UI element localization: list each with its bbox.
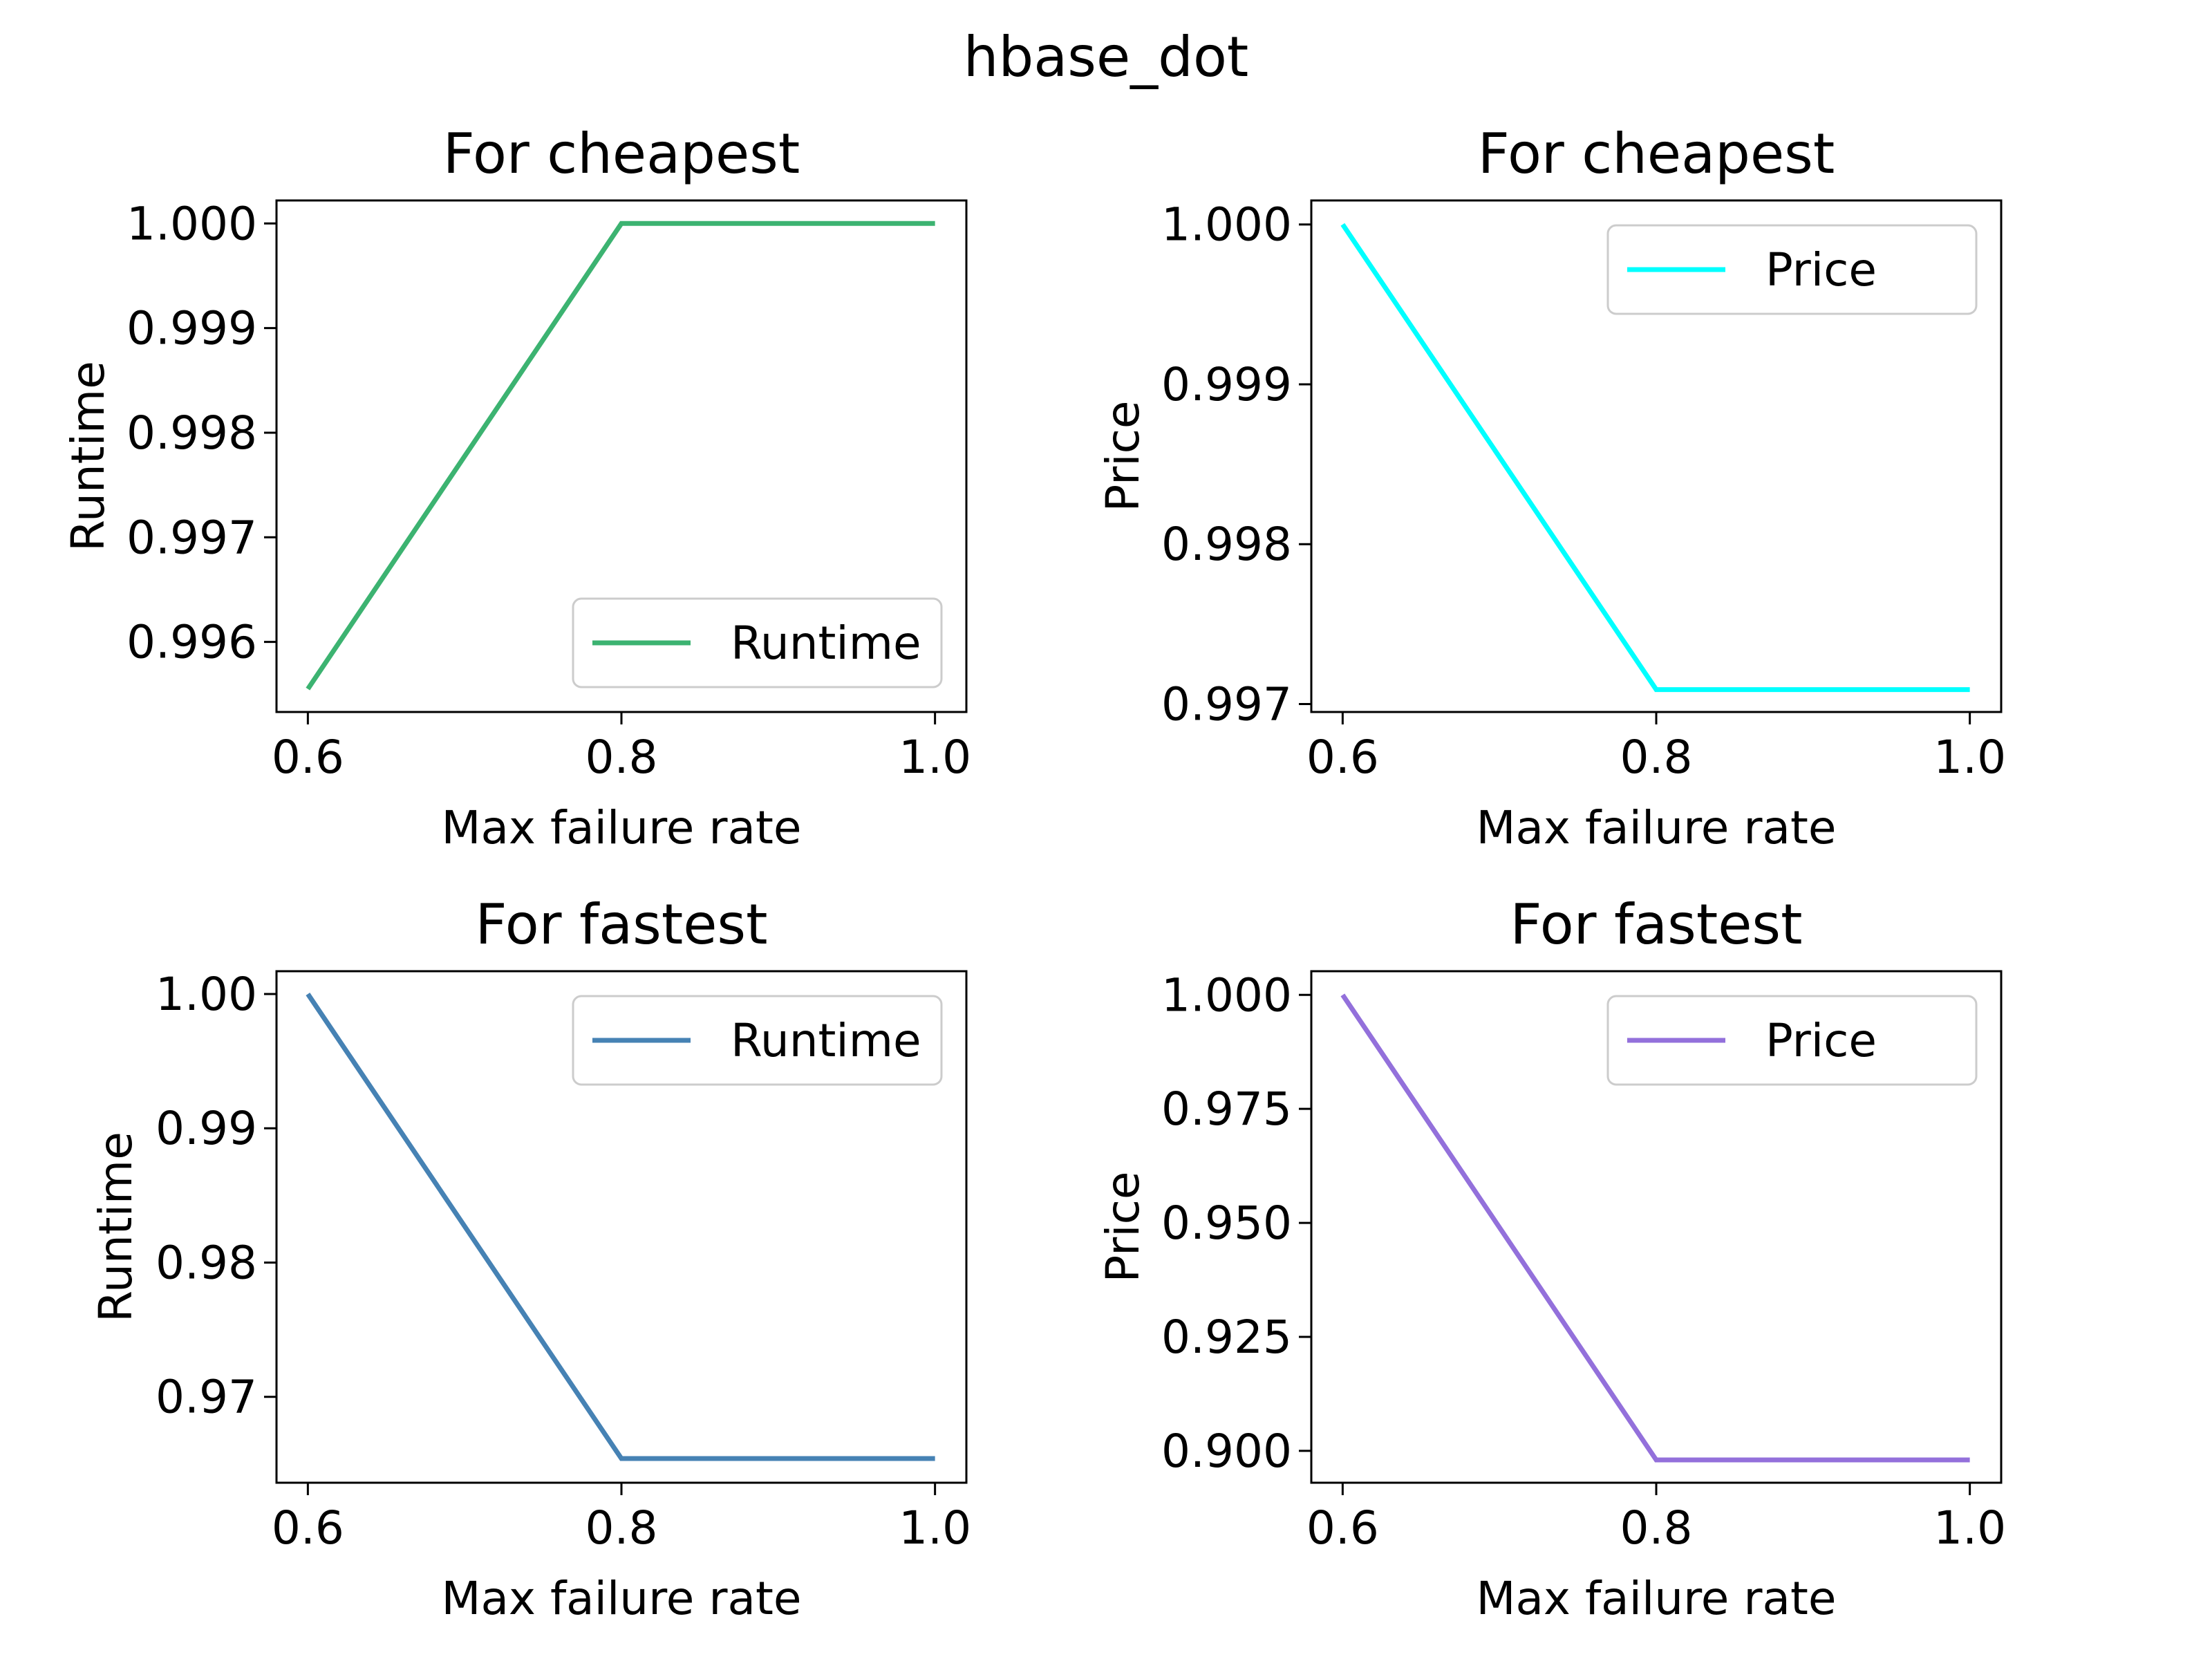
y-tick-label: 1.000 (1161, 968, 1292, 1022)
series-line (1340, 223, 1970, 693)
legend-label: Runtime (731, 1014, 921, 1067)
legend-box (572, 995, 943, 1086)
y-tick-label: 0.999 (1161, 358, 1292, 411)
x-tick-label: 0.8 (1620, 731, 1693, 784)
x-tick-label: 0.8 (585, 731, 658, 784)
y-tick-label: 0.996 (126, 616, 257, 669)
legend: Price (1606, 224, 1978, 315)
y-tick-label: 1.000 (1161, 198, 1292, 252)
y-tick-label: 0.950 (1161, 1197, 1292, 1250)
y-axis-label: Price (1096, 400, 1150, 512)
y-tick-label: 0.97 (156, 1371, 257, 1424)
x-tick-label: 1.0 (899, 731, 971, 784)
x-tick-label: 1.0 (899, 1501, 971, 1555)
y-tick-label: 0.998 (1161, 518, 1292, 571)
x-tick-label: 1.0 (1933, 731, 2006, 784)
panel-title: For fastest (476, 892, 768, 957)
series-line (306, 993, 935, 1461)
legend: Runtime (572, 995, 943, 1086)
legend-box (572, 597, 943, 688)
axes-frame (275, 199, 968, 713)
y-tick-label: 0.997 (1161, 677, 1292, 731)
legend-box (1606, 995, 1978, 1086)
y-tick-label: 0.98 (156, 1236, 257, 1289)
y-tick-label: 1.00 (156, 968, 257, 1021)
y-tick-label: 0.997 (126, 511, 257, 564)
series-line (1340, 993, 1970, 1463)
y-tick-label: 0.99 (156, 1102, 257, 1155)
x-axis-label: Max failure rate (442, 801, 802, 854)
panel-title: For fastest (1510, 892, 1803, 957)
legend-label: Runtime (731, 617, 921, 670)
x-tick-label: 0.6 (272, 731, 344, 784)
series-line (306, 221, 935, 691)
legend-label: Price (1765, 243, 1877, 297)
x-axis-label: Max failure rate (1477, 1572, 1837, 1625)
x-tick-label: 1.0 (1933, 1501, 2006, 1555)
y-tick-label: 0.998 (126, 406, 257, 460)
x-tick-label: 0.6 (272, 1501, 344, 1555)
panel-title: For cheapest (443, 122, 800, 186)
panel-bottom-left: For fastest 0.6 0.8 1.0 0.97 0.98 0.99 1.00 Max … (89, 892, 971, 1625)
y-tick-label: 0.975 (1161, 1082, 1292, 1136)
y-tick-label: 0.999 (126, 302, 257, 355)
axes-frame (275, 970, 968, 1484)
x-axis-label: Max failure rate (1477, 801, 1837, 854)
y-axis-label: Runtime (62, 361, 115, 552)
legend: Runtime (572, 597, 943, 688)
legend-box (1606, 224, 1978, 315)
panel-title: For cheapest (1478, 122, 1835, 186)
x-axis-label: Max failure rate (442, 1572, 802, 1625)
x-tick-label: 0.6 (1306, 731, 1379, 784)
panel-top-right: For cheapest 0.6 0.8 1.0 0.997 0.998 0.999 1.00… (1096, 122, 2006, 854)
y-axis-label: Price (1096, 1171, 1150, 1282)
x-tick-label: 0.6 (1306, 1501, 1379, 1555)
y-tick-label: 0.925 (1161, 1311, 1292, 1364)
y-axis-label: Runtime (89, 1132, 142, 1322)
x-tick-label: 0.8 (585, 1501, 658, 1555)
panel-bottom-right: For fastest 0.6 0.8 1.0 0.900 0.925 0.950 0.975… (1096, 892, 2006, 1625)
y-tick-label: 0.900 (1161, 1425, 1292, 1478)
x-tick-label: 0.8 (1620, 1501, 1693, 1555)
y-tick-label: 1.000 (126, 197, 257, 250)
panel-top-left: For cheapest 0.6 0.8 1.0 0.996 0.997 0.998 0.99… (62, 122, 971, 854)
legend-label: Price (1765, 1014, 1877, 1067)
axes-frame (1310, 199, 2003, 713)
legend: Price (1606, 995, 1978, 1086)
axes-frame (1310, 970, 2003, 1484)
figure-suptitle: hbase_dot (964, 25, 1249, 89)
